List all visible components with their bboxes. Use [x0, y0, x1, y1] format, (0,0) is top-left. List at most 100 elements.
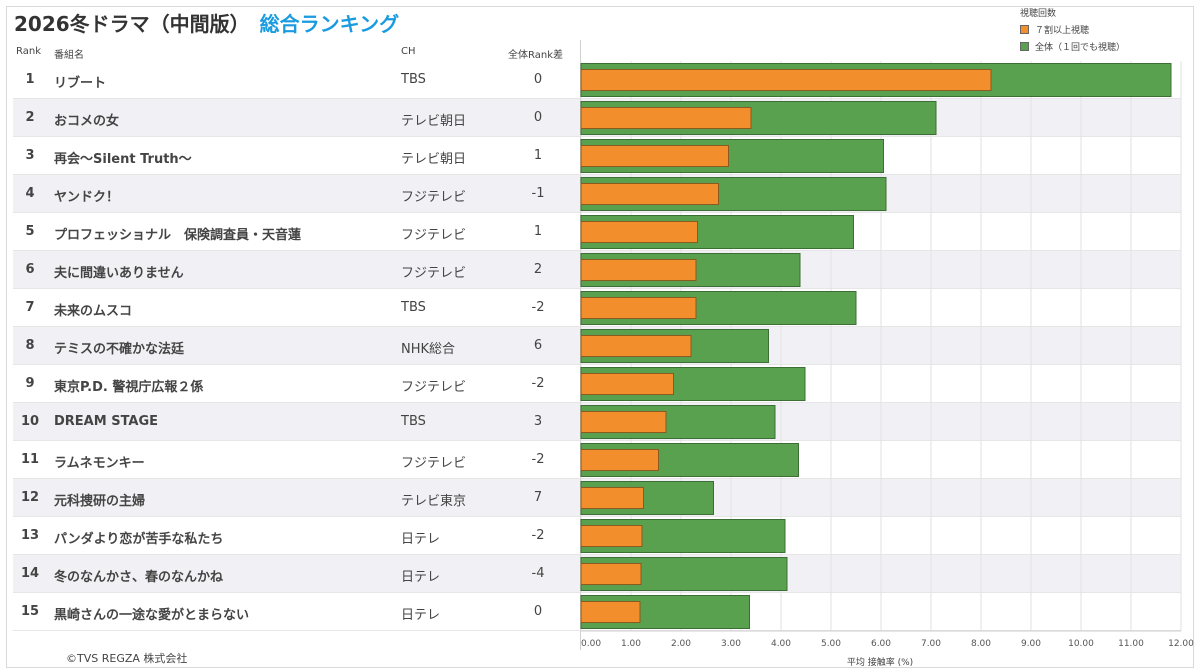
bar-70pct: [580, 525, 643, 547]
channel-cell: フジテレビ: [401, 456, 467, 471]
title-sub: 総合ランキング: [259, 12, 400, 36]
x-axis-label: 平均 接触率 (%): [846, 658, 914, 668]
bar-70pct: [580, 487, 644, 509]
channel-cell: TBS: [401, 72, 426, 87]
rank-cell: 9: [25, 376, 35, 391]
rank-diff-cell: 6: [533, 338, 543, 353]
x-tick-label: 11.00: [1118, 639, 1144, 649]
legend-swatch-green: [1020, 42, 1029, 51]
rank-cell: 15: [20, 604, 40, 619]
rank-cell: 1: [25, 72, 35, 87]
rank-diff-cell: -2: [531, 452, 545, 467]
x-tick-label: 5.00: [821, 639, 841, 649]
program-name-cell: DREAM STAGE: [54, 414, 159, 429]
x-tick-label: 12.00: [1168, 639, 1194, 649]
bar-70pct: [580, 221, 698, 243]
program-name-cell: 東京P.D. 警視庁広報２係: [54, 380, 204, 395]
rank-diff-cell: 1: [533, 148, 543, 163]
channel-cell: TBS: [401, 414, 426, 429]
bar-70pct: [580, 107, 752, 129]
x-tick-label: 1.00: [621, 639, 641, 649]
legend-title: 視聴回数: [1020, 9, 1057, 19]
header-name: 番組名: [54, 50, 84, 61]
rank-cell: 2: [25, 110, 35, 125]
program-name-cell: 未来のムスコ: [54, 304, 133, 319]
rank-diff-cell: -1: [531, 186, 545, 201]
bar-70pct: [580, 259, 697, 281]
rank-diff-cell: 2: [533, 262, 543, 277]
x-tick-label: 9.00: [1021, 639, 1041, 649]
rank-cell: 8: [25, 338, 35, 353]
rank-cell: 4: [25, 186, 35, 201]
program-name-cell: 再会〜Silent Truth〜: [54, 152, 192, 167]
program-name-cell: プロフェッショナル 保険調査員・天音蓮: [54, 228, 302, 243]
channel-cell: フジテレビ: [401, 228, 467, 243]
legend: 視聴回数 ７割以上視聴 全体（１回でも視聴）: [1020, 6, 1125, 53]
program-name-cell: テミスの不確かな法廷: [54, 342, 185, 357]
bar-70pct: [580, 297, 697, 319]
program-name-cell: 夫に間違いありません: [54, 266, 184, 281]
channel-cell: TBS: [401, 300, 426, 315]
program-name-cell: ラムネモンキー: [54, 456, 145, 471]
rank-cell: 14: [20, 566, 40, 581]
legend-label-green: 全体（１回でも視聴）: [1035, 43, 1126, 53]
bar-70pct: [580, 69, 992, 91]
channel-cell: 日テレ: [401, 570, 441, 585]
bar-70pct: [580, 411, 667, 433]
copyright-footer: ©TVS REGZA 株式会社: [66, 652, 188, 665]
header-ch: CH: [401, 46, 416, 57]
rank-diff-cell: -4: [531, 566, 545, 581]
program-name-cell: パンダより恋が苦手な私たち: [54, 532, 224, 547]
rank-cell: 3: [25, 148, 35, 163]
program-name-cell: ヤンドク！: [54, 190, 120, 205]
rank-cell: 10: [20, 414, 40, 429]
row-divider: [13, 554, 1181, 555]
channel-cell: フジテレビ: [401, 266, 467, 281]
x-tick-label: 8.00: [971, 639, 991, 649]
channel-cell: フジテレビ: [401, 190, 467, 205]
x-tick-label: 10.00: [1068, 639, 1094, 649]
bar-70pct: [580, 145, 729, 167]
bar-70pct: [580, 335, 692, 357]
legend-item-green: 全体（１回でも視聴）: [1020, 40, 1125, 53]
rank-cell: 12: [20, 490, 40, 505]
row-divider: [13, 440, 1181, 441]
legend-swatch-orange: [1020, 25, 1029, 34]
bar-70pct: [580, 563, 642, 585]
program-name-cell: おコメの女: [54, 114, 120, 129]
rank-diff-cell: 0: [533, 72, 543, 87]
row-divider: [13, 592, 1181, 593]
channel-cell: テレビ朝日: [401, 114, 467, 129]
rank-cell: 5: [25, 224, 35, 239]
x-tick-label: 2.00: [671, 639, 691, 649]
rank-cell: 13: [20, 528, 40, 543]
bar-70pct: [580, 183, 719, 205]
legend-item-orange: ７割以上視聴: [1020, 23, 1125, 36]
x-tick-label: 7.00: [921, 639, 941, 649]
rank-diff-cell: 3: [533, 414, 543, 429]
row-divider: [13, 364, 1181, 365]
program-name-cell: 元科捜研の主婦: [54, 494, 146, 509]
x-tick-label: 3.00: [721, 639, 741, 649]
row-divider: [13, 98, 1181, 99]
rank-cell: 7: [25, 300, 35, 315]
row-divider: [13, 326, 1181, 327]
program-name-cell: 冬のなんかさ、春のなんかね: [54, 570, 224, 585]
row-divider: [13, 174, 1181, 175]
channel-cell: テレビ朝日: [401, 152, 467, 167]
header-diff: 全体Rank差: [508, 50, 563, 61]
rank-diff-cell: -2: [531, 300, 545, 315]
x-tick-label: 0.00: [581, 639, 601, 649]
row-divider: [13, 516, 1181, 517]
chart-frame: [6, 6, 1194, 668]
row-divider: [13, 136, 1181, 137]
bar-70pct: [580, 373, 674, 395]
row-divider: [13, 402, 1181, 403]
program-name-cell: 黒崎さんの一途な愛がとまらない: [54, 608, 250, 623]
row-divider: [13, 288, 1181, 289]
rank-diff-cell: 7: [533, 490, 543, 505]
channel-cell: NHK総合: [401, 342, 456, 357]
x-tick-label: 4.00: [771, 639, 791, 649]
page-title: 2026冬ドラマ（中間版） 総合ランキング: [14, 8, 399, 37]
legend-label-orange: ７割以上視聴: [1035, 26, 1090, 36]
